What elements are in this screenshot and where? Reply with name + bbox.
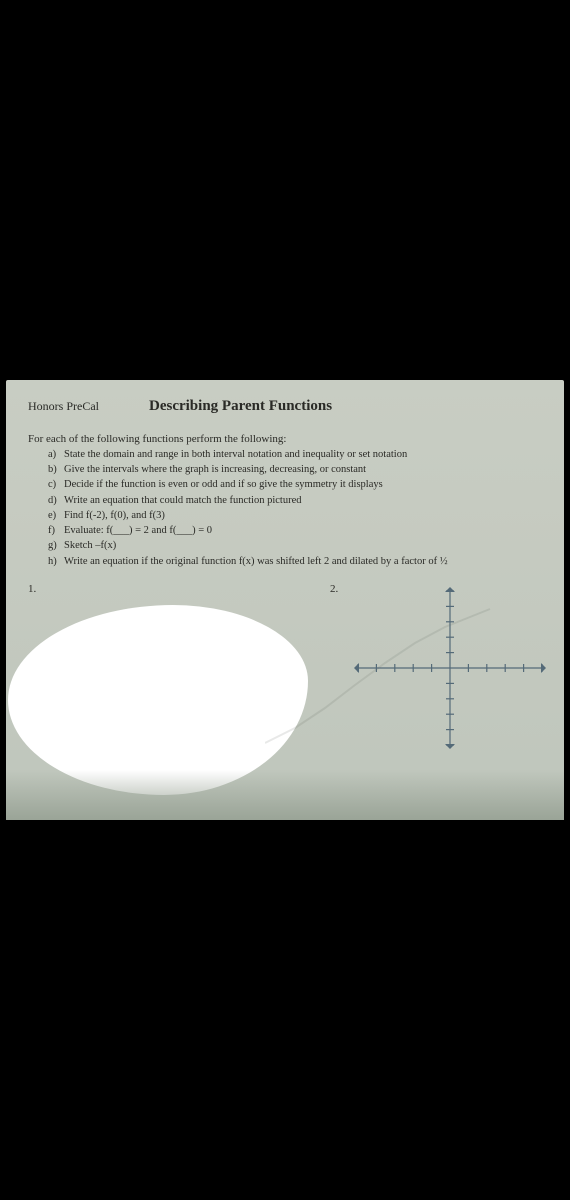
problems-row: 1. 2. <box>28 583 542 595</box>
problem-number: 1. <box>28 583 275 595</box>
question-item: g)Sketch –f(x) <box>48 538 542 553</box>
question-item: c)Decide if the function is even or odd … <box>48 477 542 492</box>
question-text: Give the intervals where the graph is in… <box>64 464 366 475</box>
question-text: Sketch –f(x) <box>64 540 116 551</box>
question-text: Decide if the function is even or odd an… <box>64 479 383 490</box>
question-item: d)Write an equation that could match the… <box>48 493 542 508</box>
question-marker: d) <box>48 493 64 508</box>
question-text: Evaluate: f(___) = 2 and f(___) = 0 <box>64 525 212 536</box>
question-text: Find f(-2), f(0), and f(3) <box>64 510 165 521</box>
question-marker: f) <box>48 523 64 538</box>
page-title: Describing Parent Functions <box>149 398 332 415</box>
problem-number: 2. <box>330 583 338 595</box>
question-text: Write an equation that could match the f… <box>64 495 302 506</box>
course-label: Honors PreCal <box>28 399 99 414</box>
worksheet-page: Honors PreCal Describing Parent Function… <box>6 380 564 820</box>
page-fade <box>6 770 564 820</box>
question-item: b)Give the intervals where the graph is … <box>48 462 542 477</box>
question-marker: c) <box>48 477 64 492</box>
header-row: Honors PreCal Describing Parent Function… <box>28 398 542 415</box>
question-marker: h) <box>48 554 64 569</box>
problem-2: 2. <box>295 583 542 595</box>
question-marker: g) <box>48 538 64 553</box>
question-text: State the domain and range in both inter… <box>64 449 407 460</box>
question-list: a)State the domain and range in both int… <box>28 447 542 569</box>
intro-text: For each of the following functions perf… <box>28 433 542 445</box>
question-text: Write an equation if the original functi… <box>64 556 448 567</box>
question-item: f)Evaluate: f(___) = 2 and f(___) = 0 <box>48 523 542 538</box>
coordinate-axes <box>350 583 550 753</box>
question-item: a)State the domain and range in both int… <box>48 447 542 462</box>
question-item: e)Find f(-2), f(0), and f(3) <box>48 508 542 523</box>
question-marker: b) <box>48 462 64 477</box>
question-item: h)Write an equation if the original func… <box>48 554 542 569</box>
question-marker: a) <box>48 447 64 462</box>
erased-region <box>8 605 308 795</box>
problem-1: 1. <box>28 583 275 595</box>
question-marker: e) <box>48 508 64 523</box>
